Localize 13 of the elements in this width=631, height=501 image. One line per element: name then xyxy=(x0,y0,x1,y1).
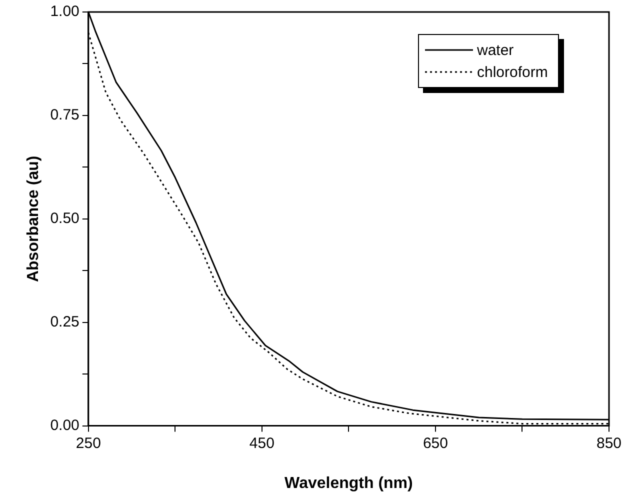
y-tick-label: 0.50 xyxy=(50,210,80,228)
legend-label: water xyxy=(477,42,514,58)
x-tick-label: 250 xyxy=(76,434,101,452)
x-tick-label: 850 xyxy=(596,434,622,452)
y-tick-label: 1.00 xyxy=(50,3,80,20)
x-axis-title: Wavelength (nm) xyxy=(284,474,413,492)
y-tick-label: 0.00 xyxy=(50,416,80,434)
x-tick-label: 450 xyxy=(249,434,274,452)
y-tick-label: 0.75 xyxy=(50,106,80,124)
x-tick-label: 650 xyxy=(422,434,448,452)
y-tick-label: 0.25 xyxy=(50,313,80,330)
legend-label: chloroform xyxy=(477,64,548,80)
y-axis-title: Absorbance (au) xyxy=(25,156,42,282)
